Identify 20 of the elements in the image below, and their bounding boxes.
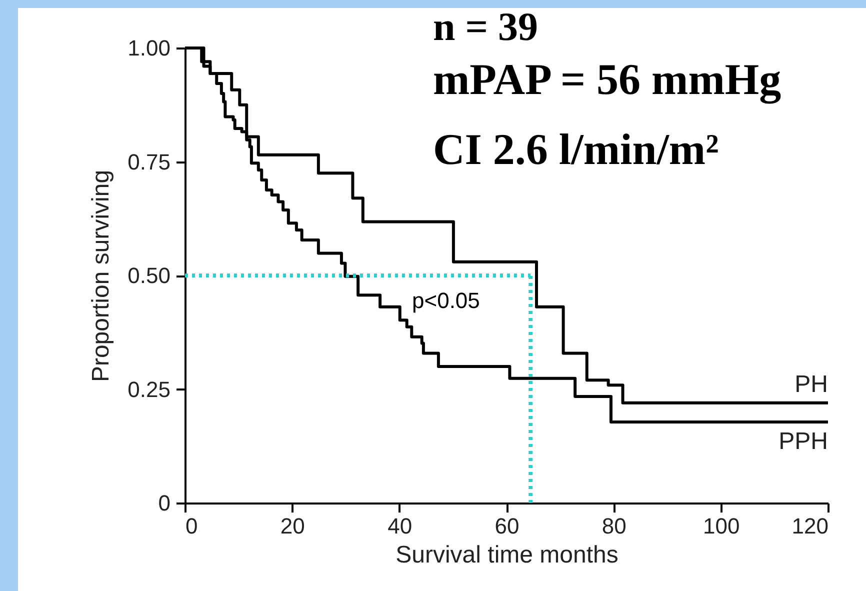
annotation: p<0.05 — [412, 288, 480, 313]
y-tick-label: 0.25 — [128, 376, 170, 402]
x-tick-label: 40 — [388, 514, 412, 538]
x-tick-label: 120 — [792, 514, 828, 538]
x-tick-label: 80 — [602, 514, 626, 538]
y-tick-label: 0.75 — [128, 149, 170, 174]
x-tick-label: 60 — [494, 514, 520, 538]
x-tick-label: 100 — [702, 514, 740, 538]
series-label: PPH — [778, 428, 828, 456]
annotation: CI 2.6 l/min/m² — [433, 125, 719, 174]
y-tick-label: 1.00 — [128, 36, 170, 60]
y-axis-title: Proportion surviving — [88, 170, 115, 382]
y-tick-label: 0 — [158, 490, 170, 516]
annotation: n = 39 — [433, 4, 538, 49]
x-tick-label: 20 — [280, 514, 305, 538]
annotation: mPAP = 56 mmHg — [433, 55, 782, 104]
y-tick-label: 0.50 — [128, 263, 170, 288]
x-tick-label: 0 — [186, 514, 198, 538]
series-label: PH — [794, 370, 828, 398]
x-axis-title: Survival time months — [396, 542, 618, 568]
